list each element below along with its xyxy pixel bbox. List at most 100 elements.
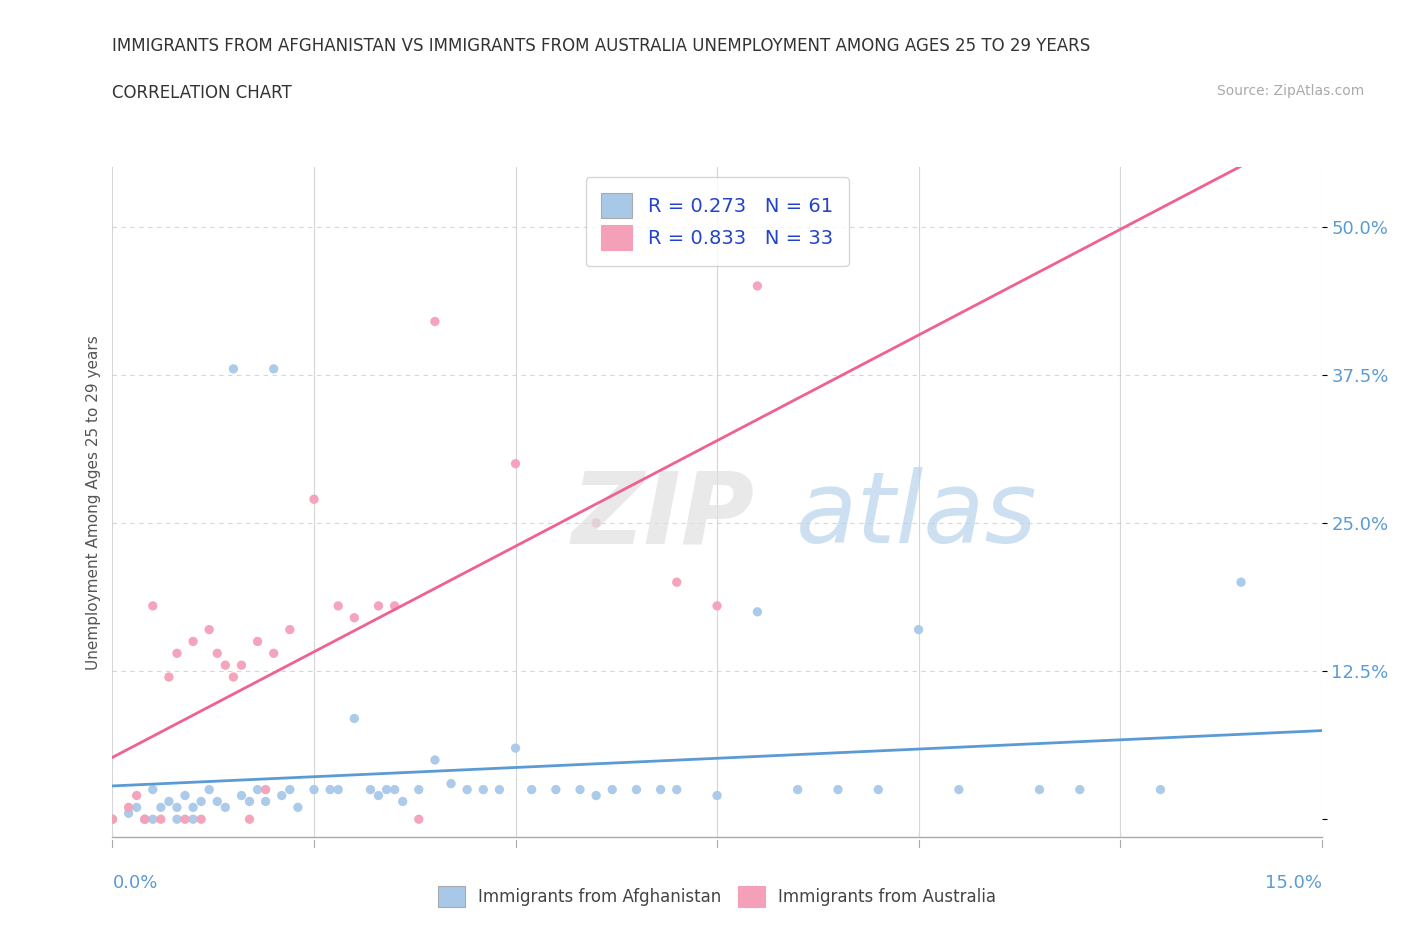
Point	[246, 634, 269, 649]
Point	[181, 812, 204, 827]
Point	[149, 800, 172, 815]
Point	[626, 782, 648, 797]
Legend: Immigrants from Afghanistan, Immigrants from Australia: Immigrants from Afghanistan, Immigrants …	[430, 878, 1004, 916]
Point	[246, 782, 269, 797]
Point	[585, 515, 607, 530]
Point	[278, 782, 301, 797]
Point	[101, 812, 124, 827]
Point	[1149, 782, 1171, 797]
Point	[254, 794, 277, 809]
Text: 15.0%: 15.0%	[1264, 874, 1322, 892]
Point	[440, 777, 463, 791]
Point	[488, 782, 510, 797]
Point	[328, 599, 350, 614]
Text: Source: ZipAtlas.com: Source: ZipAtlas.com	[1216, 84, 1364, 98]
Point	[157, 670, 180, 684]
Point	[101, 812, 124, 827]
Text: 0.0%: 0.0%	[112, 874, 157, 892]
Point	[231, 658, 253, 672]
Point	[238, 812, 260, 827]
Point	[263, 362, 285, 377]
Point	[142, 599, 165, 614]
Point	[207, 794, 229, 809]
Point	[359, 782, 381, 797]
Point	[166, 645, 188, 660]
Point	[367, 788, 389, 803]
Point	[706, 599, 728, 614]
Text: ZIP: ZIP	[572, 467, 755, 565]
Point	[134, 812, 156, 827]
Point	[207, 645, 229, 660]
Point	[263, 645, 285, 660]
Point	[142, 782, 165, 797]
Point	[343, 711, 366, 726]
Point	[125, 788, 148, 803]
Point	[270, 788, 292, 803]
Point	[174, 812, 197, 827]
Point	[948, 782, 970, 797]
Point	[174, 788, 197, 803]
Point	[222, 670, 245, 684]
Point	[408, 812, 430, 827]
Point	[569, 782, 592, 797]
Point	[198, 622, 221, 637]
Point	[190, 794, 212, 809]
Point	[544, 782, 567, 797]
Point	[287, 800, 309, 815]
Text: CORRELATION CHART: CORRELATION CHART	[112, 84, 292, 101]
Point	[302, 492, 325, 507]
Point	[423, 752, 446, 767]
Point	[505, 740, 527, 755]
Point	[149, 812, 172, 827]
Point	[254, 782, 277, 797]
Point	[585, 788, 607, 803]
Point	[747, 604, 769, 619]
Point	[408, 782, 430, 797]
Point	[600, 782, 623, 797]
Point	[472, 782, 495, 797]
Point	[343, 610, 366, 625]
Point	[214, 800, 236, 815]
Point	[231, 788, 253, 803]
Point	[367, 599, 389, 614]
Point	[520, 782, 543, 797]
Point	[384, 782, 406, 797]
Point	[302, 782, 325, 797]
Point	[827, 782, 849, 797]
Point	[706, 788, 728, 803]
Point	[190, 812, 212, 827]
Point	[238, 794, 260, 809]
Point	[505, 457, 527, 472]
Point	[1069, 782, 1091, 797]
Point	[423, 314, 446, 329]
Point	[157, 794, 180, 809]
Point	[134, 812, 156, 827]
Point	[117, 806, 139, 821]
Point	[907, 622, 929, 637]
Text: IMMIGRANTS FROM AFGHANISTAN VS IMMIGRANTS FROM AUSTRALIA UNEMPLOYMENT AMONG AGES: IMMIGRANTS FROM AFGHANISTAN VS IMMIGRANT…	[112, 37, 1091, 55]
Point	[1230, 575, 1253, 590]
Point	[181, 800, 204, 815]
Point	[786, 782, 808, 797]
Point	[1028, 782, 1050, 797]
Point	[747, 278, 769, 293]
Point	[319, 782, 342, 797]
Point	[125, 800, 148, 815]
Point	[650, 782, 672, 797]
Point	[391, 794, 413, 809]
Point	[456, 782, 478, 797]
Point	[665, 575, 688, 590]
Point	[665, 782, 688, 797]
Y-axis label: Unemployment Among Ages 25 to 29 years: Unemployment Among Ages 25 to 29 years	[86, 335, 101, 670]
Point	[222, 362, 245, 377]
Point	[117, 800, 139, 815]
Point	[214, 658, 236, 672]
Point	[278, 622, 301, 637]
Point	[384, 599, 406, 614]
Point	[868, 782, 890, 797]
Text: atlas: atlas	[796, 467, 1038, 565]
Point	[181, 634, 204, 649]
Point	[328, 782, 350, 797]
Point	[142, 812, 165, 827]
Point	[198, 782, 221, 797]
